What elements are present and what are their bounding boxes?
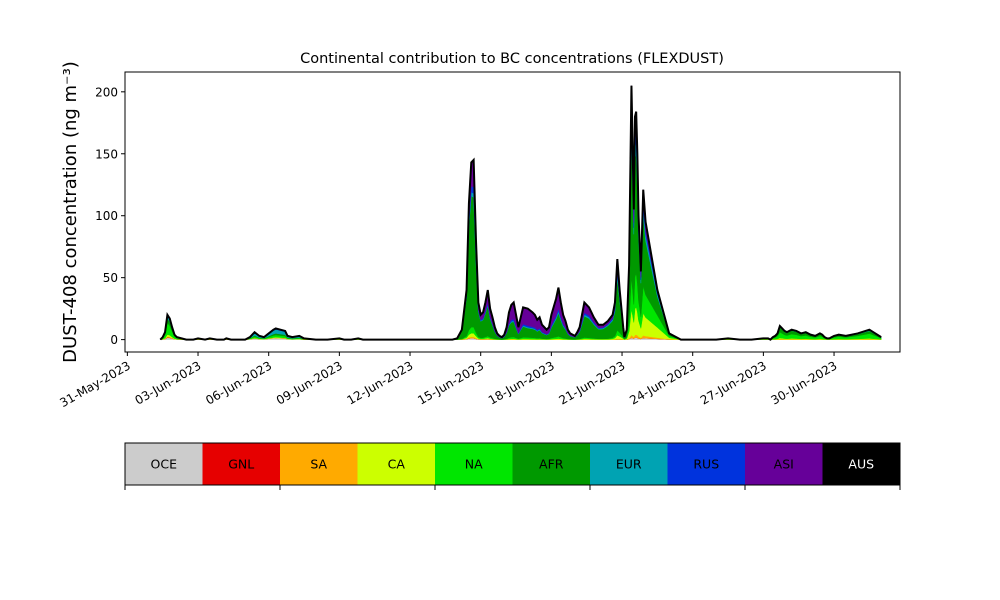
- legend-swatch-rus: [667, 443, 745, 485]
- legend-label-na: NA: [465, 457, 483, 472]
- legend-label-ca: CA: [388, 457, 406, 472]
- legend-swatch-asi: [745, 443, 823, 485]
- legend-label-sa: SA: [310, 457, 327, 472]
- legend-swatch-eur: [590, 443, 668, 485]
- legend-label-eur: EUR: [616, 457, 642, 472]
- legend-swatch-aus: [822, 443, 900, 485]
- legend-swatch-ca: [357, 443, 435, 485]
- y-axis-label: DUST-408 concentration (ng m⁻³): [60, 61, 81, 363]
- y-axis-ticks: 0 50 100 150 200: [95, 85, 125, 347]
- y-tick-label: 0: [110, 333, 118, 347]
- legend-label-oce: OCE: [151, 457, 178, 472]
- legend-label-asi: ASI: [774, 457, 794, 472]
- total-concentration-line: [159, 85, 882, 341]
- legend-swatch-oce: [125, 443, 203, 485]
- plot-area: [159, 85, 882, 341]
- legend-swatch-na: [435, 443, 513, 485]
- legend-colorbar: OCE GNL SA CA NA AFR EUR RUS ASI AUS: [124, 442, 901, 490]
- legend-swatch-afr: [512, 443, 590, 485]
- legend-swatch-sa: [280, 443, 358, 485]
- legend-label-rus: RUS: [693, 457, 719, 472]
- y-tick-label: 200: [95, 85, 118, 99]
- y-tick-label: 100: [95, 209, 118, 223]
- y-tick-label: 50: [103, 271, 118, 285]
- legend-label-gnl: GNL: [228, 457, 254, 472]
- chart-title: Continental contribution to BC concentra…: [300, 51, 724, 67]
- y-tick-label: 150: [95, 147, 118, 161]
- legend-label-afr: AFR: [539, 457, 564, 472]
- legend-frame: [124, 442, 901, 486]
- legend-label-aus: AUS: [848, 457, 874, 472]
- axes-frame: [124, 71, 901, 353]
- legend-swatch-gnl: [202, 443, 280, 485]
